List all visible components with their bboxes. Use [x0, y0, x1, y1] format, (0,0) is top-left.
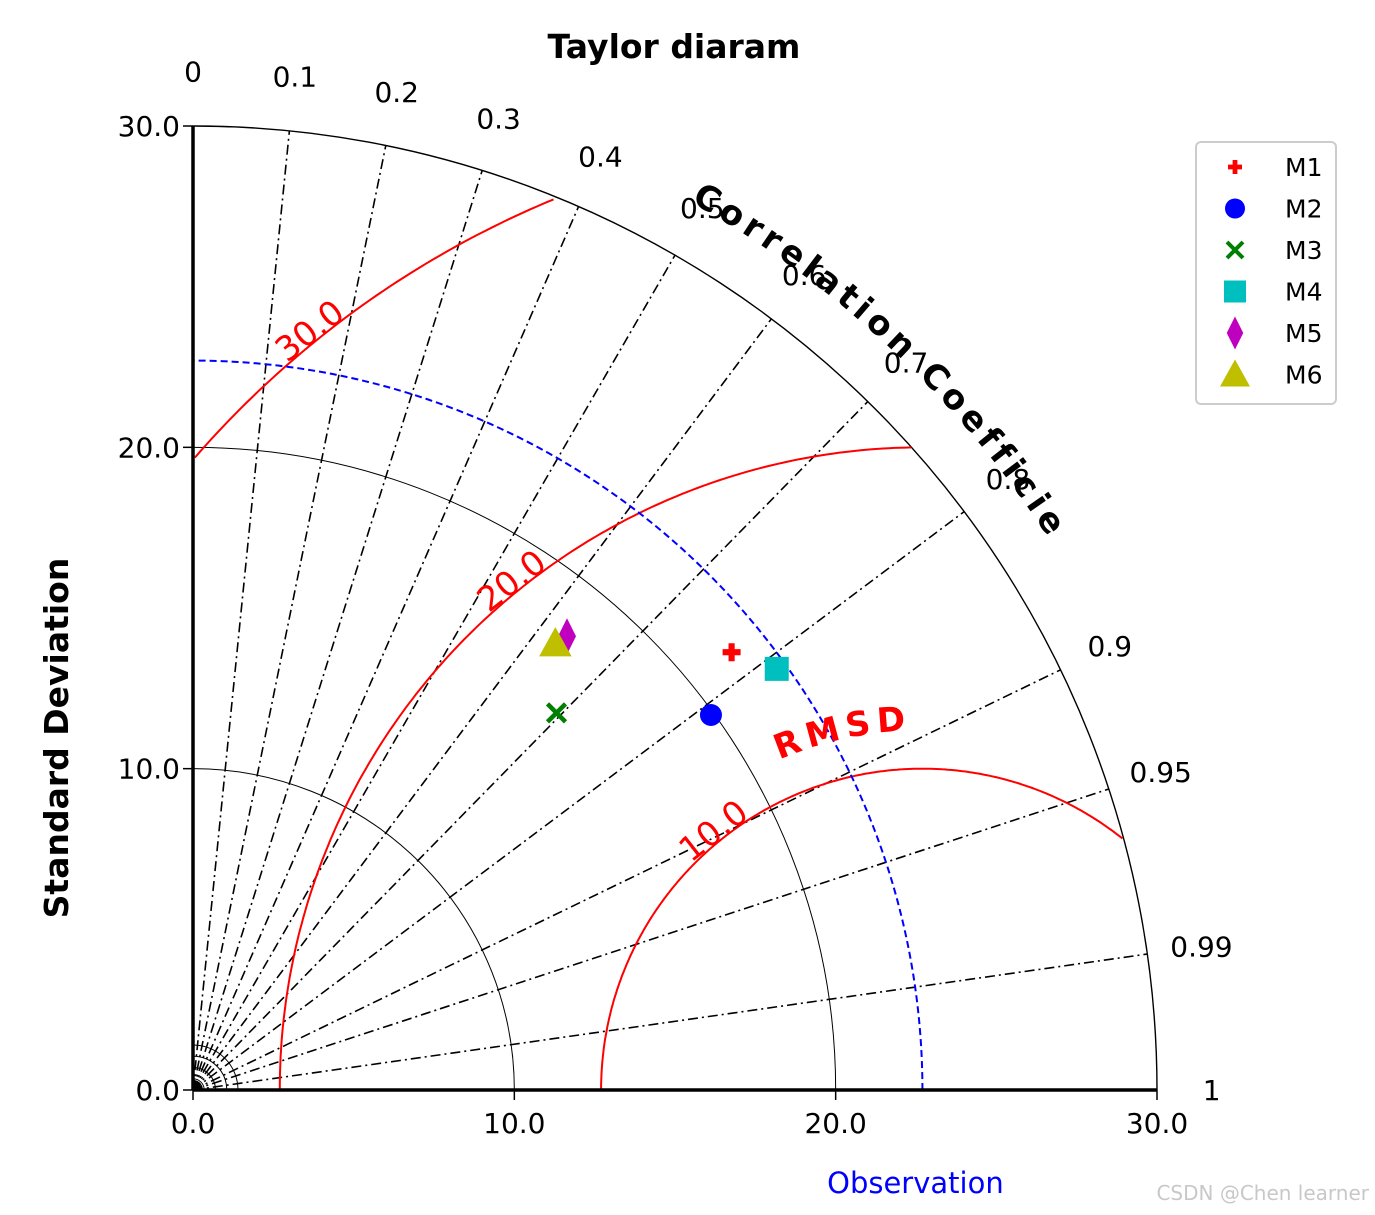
- correlation-tick-label: 0.1: [273, 60, 318, 93]
- x-tick-label: 0.0: [171, 1107, 216, 1140]
- rmsd-contour-label: 10.0: [672, 792, 756, 870]
- legend-label: M5: [1285, 319, 1322, 348]
- y-tick-label: 30.0: [118, 110, 180, 143]
- correlation-line: [192, 669, 1061, 1091]
- legend-marker: [1228, 160, 1242, 174]
- legend-marker: [1220, 359, 1250, 387]
- x-tick-label: 20.0: [804, 1107, 866, 1140]
- correlation-tick-label: 0.2: [374, 76, 419, 109]
- y-tick-label: 20.0: [118, 431, 180, 464]
- correlation-line: [192, 953, 1148, 1091]
- x-axis-title: Observation: [827, 1166, 1004, 1200]
- legend-marker: [1224, 280, 1246, 303]
- correlation-tick-label: 0.8: [986, 463, 1031, 496]
- correlation-tick-label: 0.95: [1130, 756, 1192, 789]
- correlation-line: [192, 170, 483, 1091]
- correlation-tick-label: 0.99: [1170, 930, 1232, 963]
- correlation-line: [192, 401, 869, 1091]
- y-axis-title: Standard Deviation: [37, 558, 76, 919]
- x-tick-label: 30.0: [1126, 1107, 1188, 1140]
- correlation-tick-label: 1: [1203, 1074, 1221, 1107]
- legend-marker: [1225, 198, 1245, 219]
- legend-label: M6: [1285, 361, 1322, 390]
- rmsd-contour: [600, 767, 1124, 1090]
- rmsd-contour-label: 20.0: [470, 542, 554, 620]
- correlation-tick-label: 0.6: [782, 259, 827, 292]
- data-point-m3: [545, 702, 568, 724]
- correlation-tick-label: 0.4: [578, 140, 623, 173]
- legend-label: M2: [1285, 195, 1322, 224]
- legend-label: M3: [1285, 236, 1322, 265]
- rmsd-contour-label: 30.0: [268, 292, 352, 370]
- data-point-m2: [699, 704, 722, 727]
- data-point-m1: [722, 643, 741, 662]
- legend-label: M4: [1285, 278, 1322, 307]
- legend-label: M1: [1285, 153, 1322, 182]
- rmsd-axis-title-path: RMSD: [768, 699, 907, 768]
- rmsd-contour: [194, 198, 554, 459]
- data-point-m4: [764, 656, 789, 681]
- correlation-line: [192, 788, 1110, 1091]
- correlation-tick-label: 0.7: [884, 347, 929, 380]
- observation-arc: [192, 359, 924, 1091]
- correlation-tick-label: 0: [184, 55, 202, 88]
- correlation-line: [192, 145, 387, 1091]
- rmsd-axis-title: RMSD: [768, 699, 913, 768]
- correlation-line: [192, 130, 291, 1091]
- correlation-tick-label: 0.5: [680, 192, 725, 225]
- y-tick-label: 0.0: [135, 1074, 180, 1107]
- correlation-tick-label: 0.9: [1087, 630, 1132, 663]
- correlation-line: [192, 510, 965, 1091]
- std-arc: [192, 768, 515, 1091]
- chart-title: Taylor diaram: [548, 27, 801, 66]
- std-arc: [192, 446, 837, 1091]
- x-tick-label: 10.0: [483, 1107, 545, 1140]
- correlation-tick-label: 0.3: [476, 102, 521, 135]
- correlation-line: [192, 318, 773, 1091]
- watermark: CSDN @Chen learner: [1156, 1181, 1369, 1205]
- origin-arc: [192, 1055, 228, 1091]
- correlation-line: [192, 206, 580, 1091]
- rmsd-contour: [278, 446, 912, 1090]
- y-tick-label: 10.0: [118, 753, 180, 786]
- legend-marker: [1225, 240, 1245, 260]
- outer-arc: [192, 125, 1158, 1091]
- legend-marker: [1226, 316, 1244, 350]
- data-point-m6: [539, 627, 572, 657]
